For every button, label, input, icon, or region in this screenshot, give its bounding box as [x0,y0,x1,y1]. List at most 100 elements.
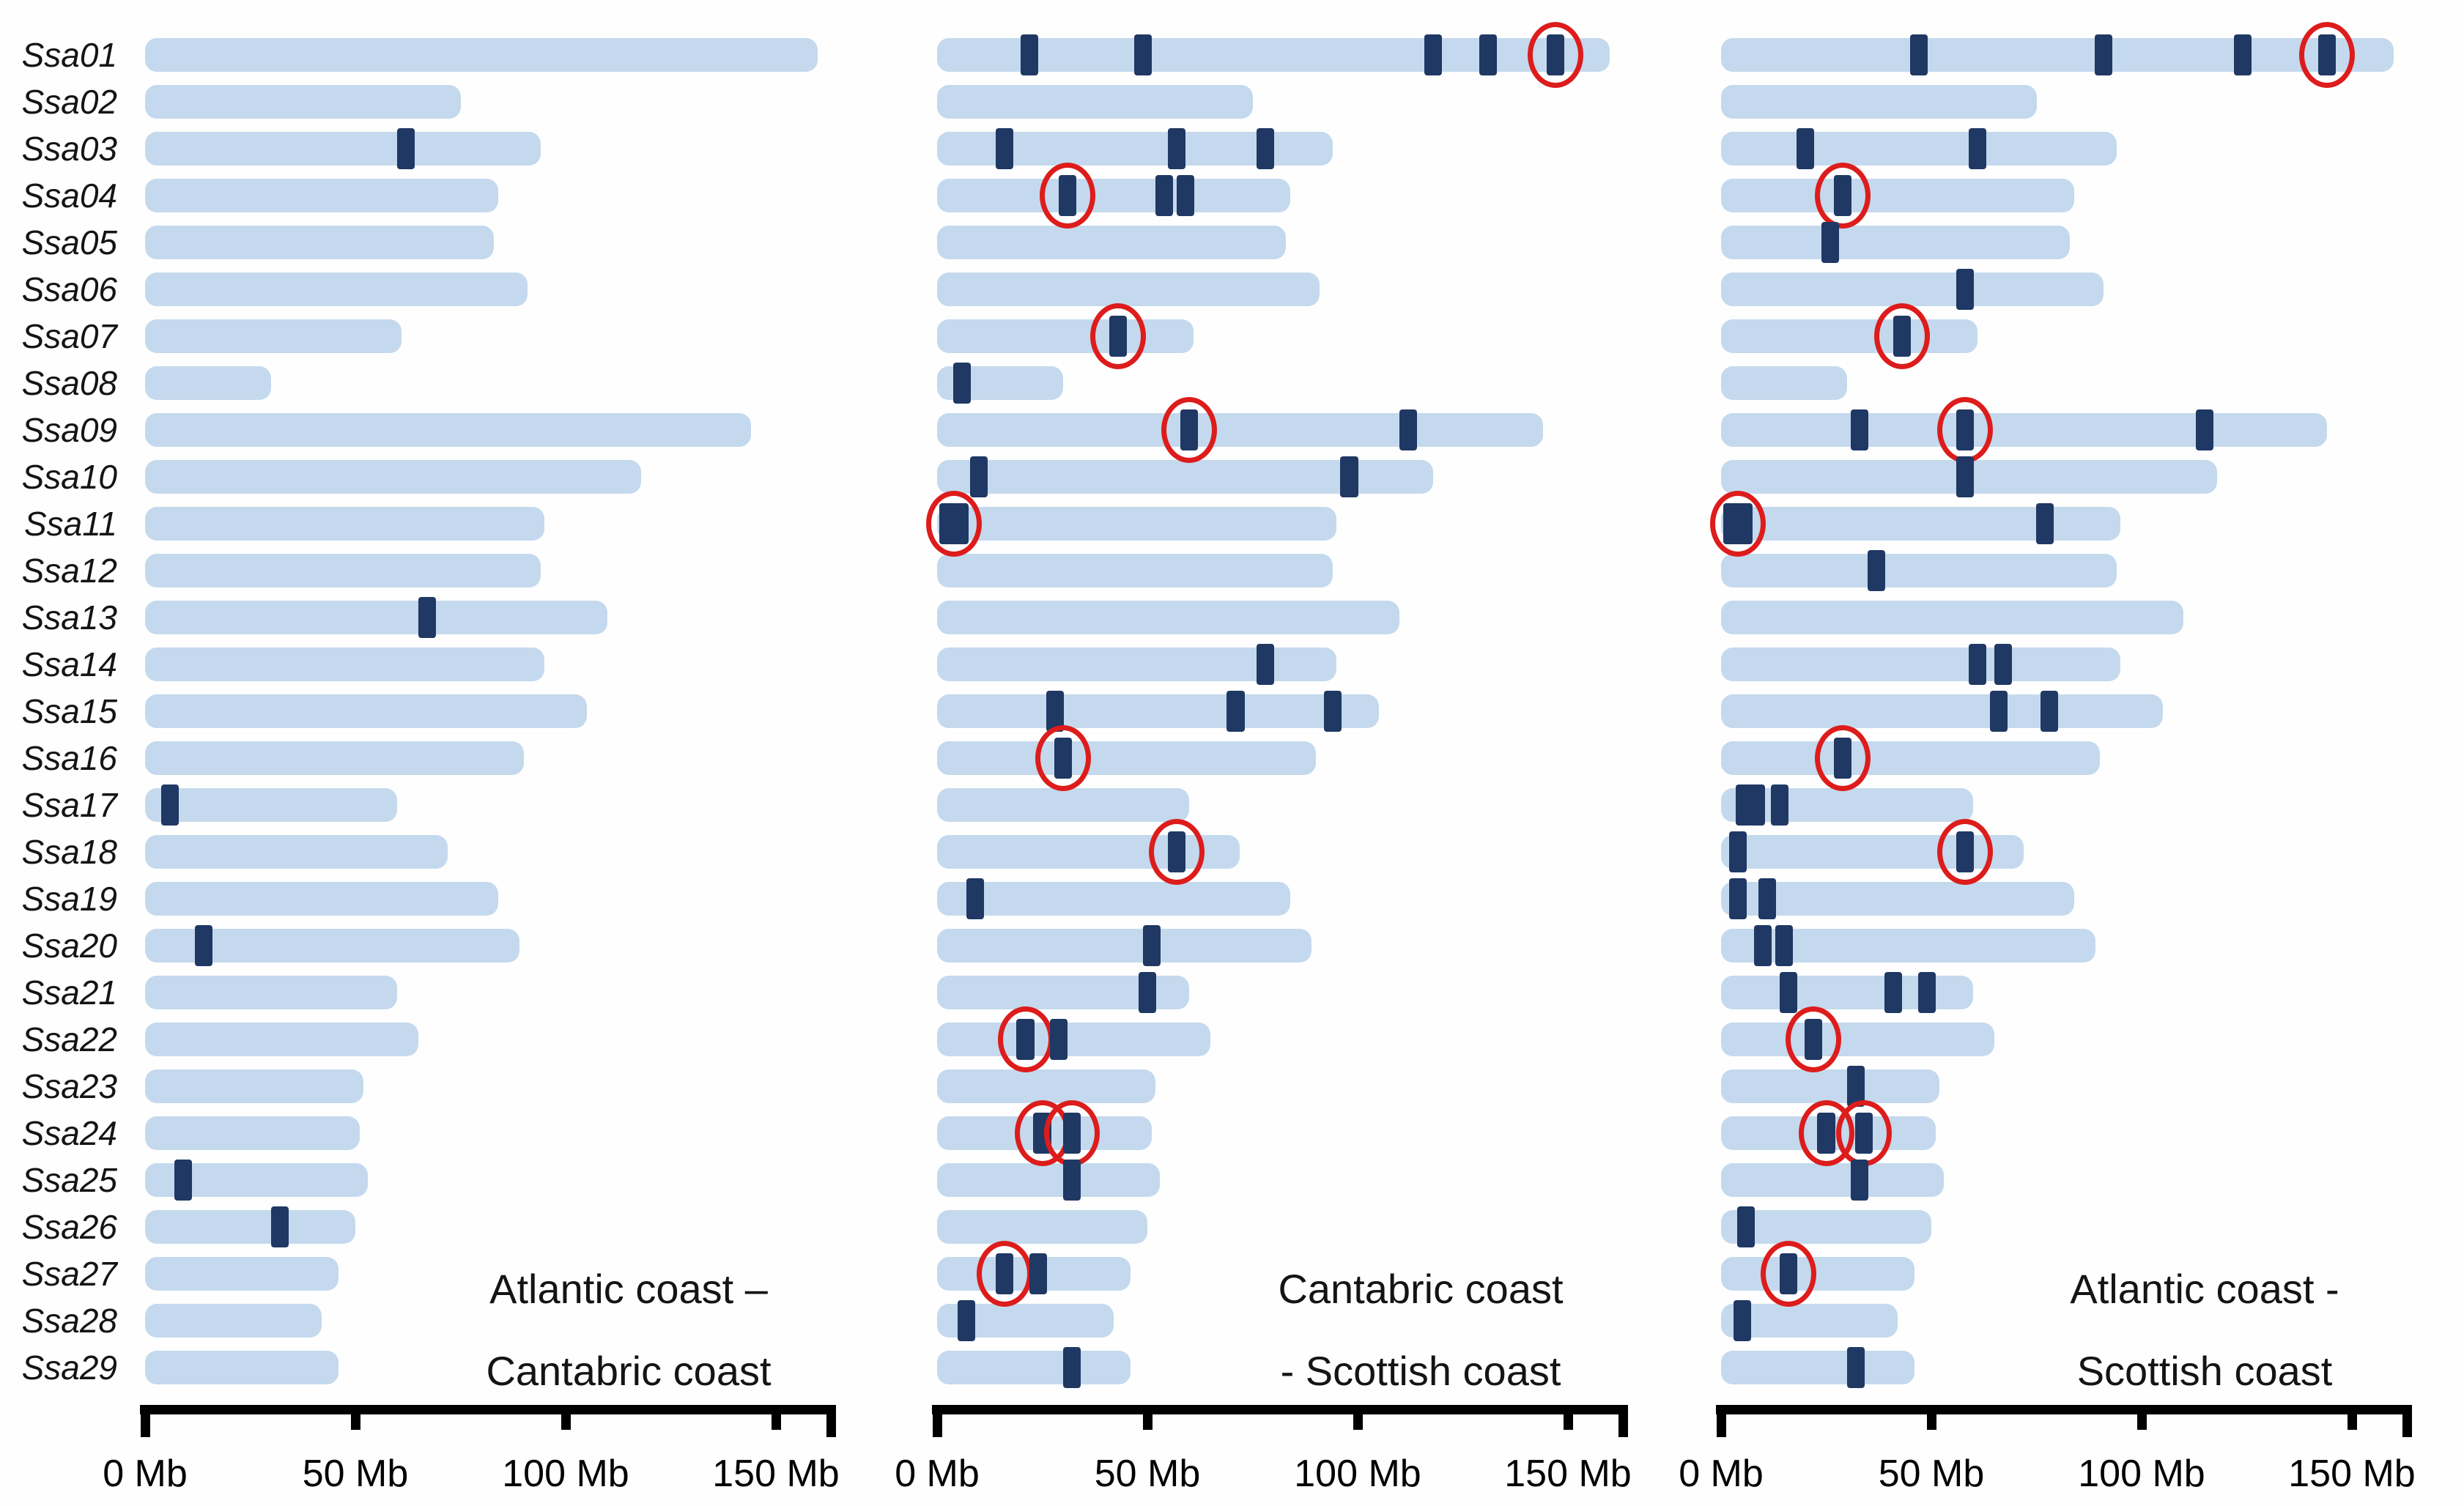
axis-tick [1927,1405,1936,1430]
marker-band [1989,691,2008,732]
chromosome-label: Ssa22 [21,1020,117,1058]
chromosome-bar [145,1069,364,1103]
marker-band [1424,34,1443,75]
highlight-circle [1149,819,1205,885]
marker-band [1168,128,1186,169]
marker-band [270,1206,289,1247]
chromosome-bar [1721,1163,1945,1197]
chromosome-bar [937,1069,1156,1103]
marker-band [396,128,415,169]
chromosome-bar [145,601,608,634]
highlight-circle [1089,303,1146,369]
chromosome-label: Ssa26 [21,1208,117,1246]
marker-band [195,925,213,966]
chromosome-bar [1721,741,2100,775]
chromosome-bar [145,272,528,306]
chromosome-bar [145,1257,339,1291]
marker-band [953,363,972,404]
marker-band [1796,128,1814,169]
marker-band [2040,691,2058,732]
marker-band [1138,972,1157,1013]
chromosome-bar [145,554,541,587]
chromosome-bar [937,460,1434,494]
chromosome-bar [1721,1257,1915,1291]
highlight-circle [1786,1006,1842,1072]
marker-band [1737,1206,1755,1247]
chromosome-bar [145,226,495,259]
axis-tick [826,1405,836,1437]
chromosome-label: Ssa14 [21,645,117,683]
panel-title-line1: Cantabric coast [1278,1266,1564,1312]
panel-title-line1: Atlantic coast - [2070,1266,2339,1312]
marker-band [1994,644,2012,685]
axis-tick-label: 0 Mb [1679,1453,1764,1495]
marker-band [1155,175,1173,216]
axis-tick [141,1405,150,1437]
axis-tick [933,1405,942,1437]
axis-tick-label: 100 Mb [502,1453,629,1495]
axis-tick-label: 0 Mb [103,1453,188,1495]
chromosome-bar [937,38,1610,72]
highlight-circle [925,491,982,557]
chromosome-bar [937,741,1316,775]
chromosome-label: Ssa12 [21,552,117,590]
axis-line [1716,1405,2412,1414]
marker-band [958,1300,976,1341]
marker-band [161,784,180,826]
chromosome-bar [937,1351,1131,1384]
marker-band [995,128,1013,169]
marker-band [1779,972,1797,1013]
marker-band [1323,691,1342,732]
chromosome-bar [145,413,751,447]
chromosome-label: Ssa23 [21,1067,117,1105]
axis-line [140,1405,836,1414]
highlight-circle [1035,725,1092,791]
marker-band [1918,972,1936,1013]
highlight-circle [997,1006,1054,1072]
axis-tick-label: 50 Mb [1878,1453,1985,1495]
chromosome-label: Ssa18 [21,833,117,871]
marker-band [1733,1300,1751,1341]
marker-band [1142,925,1161,966]
chromosome-bar [1721,272,2104,306]
marker-band [1479,34,1497,75]
chromosome-bar [1721,413,2327,447]
chromosome-bar [937,507,1337,541]
marker-band [1134,34,1153,75]
marker-band [1736,784,1766,826]
chromosome-bar [145,1210,355,1244]
marker-band [1821,222,1840,263]
highlight-circle [1815,725,1871,791]
marker-band [1046,691,1064,732]
chromosome-label: Ssa02 [21,83,117,121]
chromosome-bar [1721,179,2075,212]
panel-title-line2: Scottish coast [2076,1348,2333,1394]
panel-title-line2: Cantabric coast [486,1348,772,1394]
chromosome-label: Ssa11 [23,505,117,543]
highlight-circle [1873,303,1930,369]
chromosome-bar [145,694,587,728]
marker-band [966,878,984,919]
chromosome-bar [1721,882,2075,916]
marker-band [1969,644,1987,685]
chromosome-bar [1721,366,1848,400]
axis-tick-label: 150 Mb [2288,1453,2416,1495]
marker-band [1771,784,1789,826]
chromosome-bar [145,132,541,166]
marker-band [1956,456,1974,497]
chromosome-bar [1721,1351,1915,1384]
chromosome-bar [145,179,499,212]
axis-tick [2137,1405,2147,1430]
chromosome-bar [1721,319,1978,353]
chromosome-bar [937,554,1333,587]
chromosome-bar [937,319,1194,353]
chromosome-label: Ssa19 [21,880,117,918]
marker-band [1851,1160,1869,1201]
chromosome-bar [145,460,642,494]
chromosome-label: Ssa04 [21,177,117,215]
panel-title-line2: - Scottish coast [1280,1348,1561,1394]
axis-tick-label: 100 Mb [2078,1453,2205,1495]
marker-band [1868,550,1886,591]
highlight-circle [1161,397,1218,463]
